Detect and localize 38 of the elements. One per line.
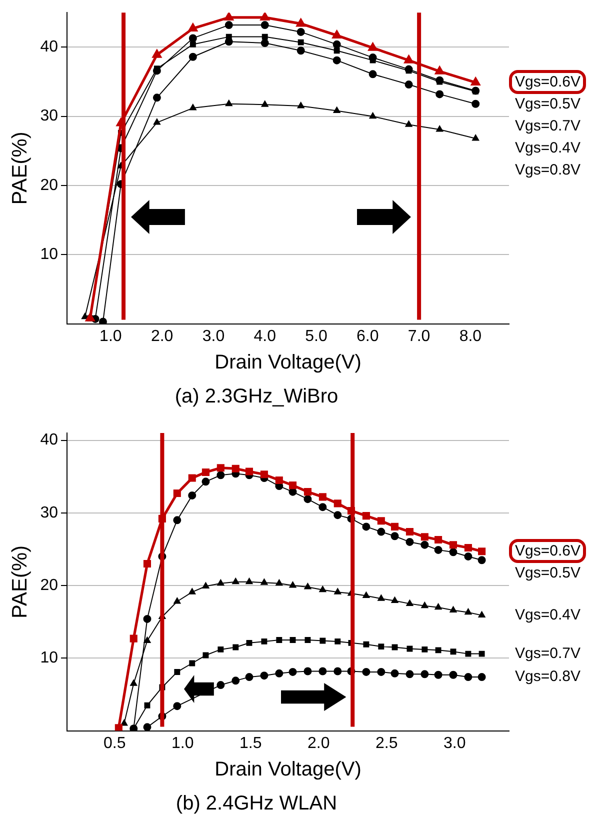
text: Vgs=0.4V	[515, 606, 580, 624]
x-tick-label: 1.0	[171, 734, 194, 752]
x-axis-title: Drain Voltage(V)	[214, 352, 362, 374]
series-label: Vgs=0.8V	[515, 668, 580, 686]
y-axis-title: PAE(%)	[8, 545, 32, 618]
y-tick-label: 30	[40, 108, 58, 125]
text: Vgs=0.7V	[515, 644, 580, 662]
x-tick-label: 2.0	[307, 734, 330, 752]
y-tick-label: 20	[40, 576, 58, 594]
x-tick-label: 3.0	[202, 328, 225, 345]
x-tick-label: 3.0	[443, 734, 466, 752]
text: (a) 2.3GHz_WiBro	[174, 386, 338, 408]
x-tick-label: 7.0	[408, 328, 430, 345]
text: Vgs=0.5V	[515, 564, 580, 582]
text: Vgs=0.4V	[515, 140, 580, 157]
y-tick-label: 40	[40, 38, 58, 56]
y-tick-label: 10	[40, 650, 58, 667]
text: Vgs=0.6V	[515, 542, 580, 560]
x-tick-label: 8.0	[459, 328, 482, 345]
x-tick-label: 0.5	[103, 734, 126, 752]
text: Vgs=0.5V	[515, 96, 580, 113]
text: Vgs=0.6V	[515, 74, 580, 91]
y-axis-title: PAE(%)	[8, 132, 32, 205]
x-tick-label: 6.0	[356, 328, 379, 345]
x-tick-label: 2.0	[150, 328, 174, 345]
x-tick-label: 1.0	[100, 328, 122, 345]
y-tick-label: 30	[40, 504, 58, 522]
text: Vgs=0.8V	[515, 162, 580, 179]
y-tick-label: 40	[40, 432, 58, 449]
x-tick-label: 5.0	[305, 328, 328, 345]
text: (b) 2.4GHz WLAN	[176, 792, 338, 815]
x-tick-label: 1.5	[239, 734, 262, 752]
x-tick-label: 2.5	[375, 734, 398, 752]
x-tick-label: 4.0	[254, 328, 276, 345]
text: Vgs=0.7V	[515, 118, 580, 135]
y-tick-label: 10	[40, 246, 58, 264]
x-axis-title: Drain Voltage(V)	[214, 758, 362, 781]
y-tick-label: 20	[40, 176, 58, 194]
